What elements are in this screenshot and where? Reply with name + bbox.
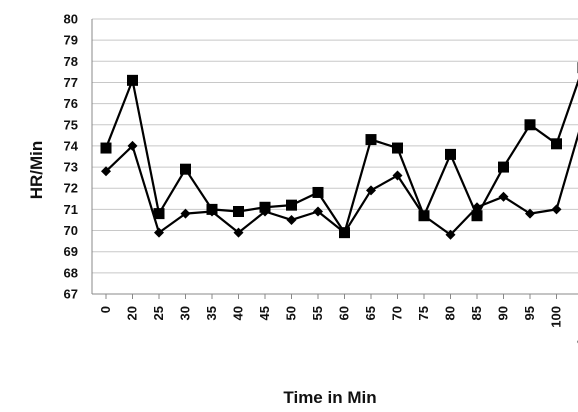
x-tick-label: 20	[125, 306, 140, 320]
x-tick-label: 55	[310, 306, 325, 320]
y-tick-label: 74	[64, 138, 79, 153]
y-tick-labels: 67 68 69 70 71 72 73 74 75 76 77 78 79 80	[64, 12, 79, 302]
data-point-square	[233, 206, 244, 217]
data-point-square	[524, 119, 536, 131]
x-tick-label: 80	[443, 306, 458, 320]
x-tick-label: 25	[151, 306, 166, 320]
x-tick-label: 45	[257, 306, 272, 320]
series	[100, 62, 578, 240]
gridlines	[92, 18, 578, 274]
data-point-square	[471, 210, 483, 222]
y-tick-label: 71	[64, 202, 78, 217]
data-point-diamond	[498, 191, 509, 202]
series-square	[100, 62, 578, 239]
y-tick-label: 69	[64, 244, 78, 259]
data-point-diamond	[445, 229, 456, 240]
data-point-diamond	[154, 227, 164, 238]
data-point-diamond	[339, 227, 350, 238]
series-line-square	[104, 78, 578, 234]
data-point-square	[180, 163, 191, 175]
y-tick-label: 72	[64, 181, 78, 196]
data-point-diamond	[101, 166, 111, 177]
data-point-diamond	[366, 185, 376, 196]
x-tick-label: 100	[549, 306, 564, 328]
data-point-diamond	[313, 206, 323, 217]
y-tick-label: 75	[64, 117, 78, 132]
data-point-square	[127, 74, 138, 86]
data-point-diamond	[207, 206, 217, 217]
data-point-diamond	[260, 206, 270, 217]
data-point-diamond	[127, 140, 138, 151]
data-point-square	[392, 142, 403, 154]
y-tick-label: 79	[64, 33, 78, 48]
y-tick-label: 76	[64, 96, 78, 111]
y-tick-label: 68	[64, 265, 78, 280]
data-point-diamond	[392, 170, 403, 181]
y-tick-label: 70	[64, 223, 78, 238]
x-tick-label: after 10	[575, 306, 578, 352]
y-tick-label: 80	[64, 12, 78, 27]
data-point-square	[445, 148, 456, 160]
data-point-diamond	[286, 214, 297, 225]
x-tick-label: 40	[231, 306, 246, 320]
x-tick-label: 75	[416, 306, 431, 320]
data-point-square	[153, 208, 165, 220]
data-point-square	[498, 161, 509, 173]
data-point-diamond	[472, 202, 482, 213]
x-axis-title: Time in Min	[283, 388, 376, 407]
series-diamond	[101, 131, 578, 240]
x-tick-label: 95	[522, 306, 537, 320]
y-tick-label: 77	[64, 75, 78, 90]
data-point-diamond	[525, 208, 535, 219]
data-point-square	[312, 186, 324, 198]
y-tick-label: 73	[64, 160, 78, 175]
x-tick-label: 0	[98, 306, 113, 313]
x-tick-label: 30	[178, 306, 193, 320]
data-point-square	[365, 134, 377, 146]
x-tick-label: 35	[204, 306, 219, 320]
data-point-diamond	[419, 210, 429, 221]
series-line-diamond	[105, 131, 578, 236]
data-point-square	[286, 199, 297, 211]
x-tick-label: 70	[390, 306, 405, 320]
data-point-diamond	[551, 204, 562, 215]
y-axis-title: HR/Min	[27, 141, 46, 200]
data-point-square	[100, 142, 112, 154]
x-tick-label: 60	[337, 306, 352, 320]
x-tick-label: 85	[469, 306, 484, 320]
axes	[91, 19, 578, 299]
data-point-square	[551, 138, 562, 150]
y-tick-label: 67	[64, 287, 78, 302]
x-tick-label: 65	[363, 306, 378, 320]
x-tick-label: 50	[284, 306, 299, 320]
y-tick-label: 78	[64, 54, 78, 69]
data-point-diamond	[233, 227, 244, 238]
x-tick-label: 90	[496, 306, 511, 320]
data-point-diamond	[180, 208, 191, 219]
x-tick-labels: 0 20 25 30 35 40 45 50 55 60 65 70 75 80 85 90 95 100 afte…	[98, 306, 578, 352]
